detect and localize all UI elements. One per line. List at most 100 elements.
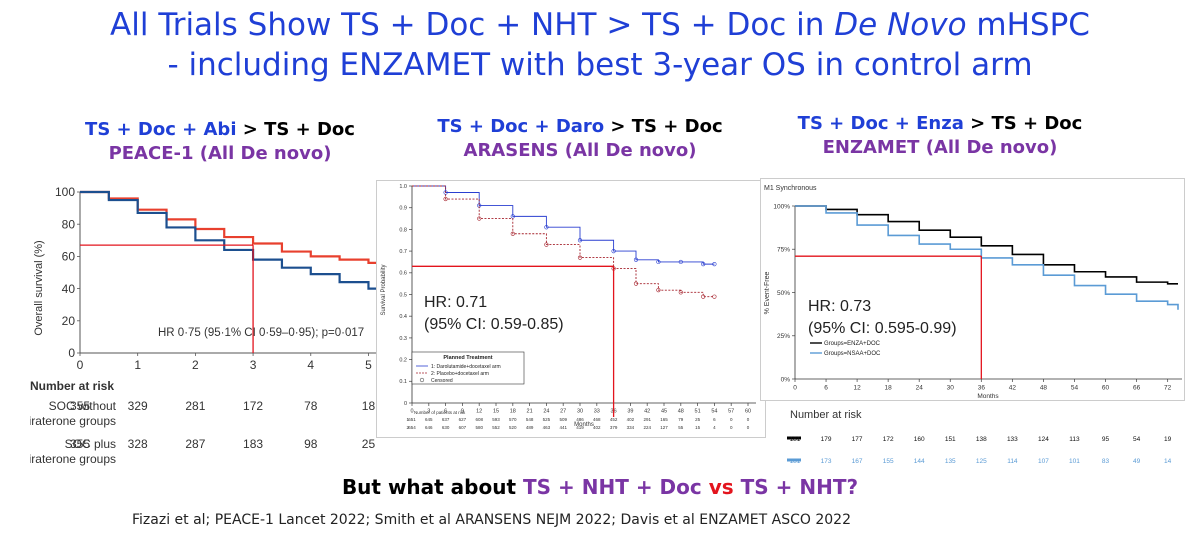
peace-1-ytick-label: 60	[62, 250, 76, 264]
peace1-chart: Overall survival (%) 0 20 40 60 80 100 0 1 2 3 4 5…	[30, 185, 382, 466]
arasens-risk-value: 509	[559, 417, 567, 422]
peace-1-risk-label: SOC without	[49, 399, 117, 413]
peace1-risk-title: Number at risk	[30, 379, 114, 393]
peace1-annotation: HR 0·75 (95·1% CI 0·59–0·95); p=0·017	[158, 327, 364, 339]
arasens-risk-value: 127	[660, 425, 668, 430]
enzamet-xtick-label: 72	[1164, 385, 1172, 392]
arasens-risk-value: 0	[747, 417, 750, 422]
enzamet-legend-1: Groups=ENZA+DOC	[824, 341, 881, 347]
closing-question: But what about TS + NHT + Doc vs TS + NH…	[0, 475, 1200, 499]
enzamet-risk-value: 135	[945, 458, 956, 465]
arasens-risk-value: 15	[695, 425, 701, 430]
enzamet-xtick-label: 54	[1071, 385, 1079, 392]
enzamet-ytick-label: 75%	[777, 247, 790, 254]
question-prefix: But what about	[341, 475, 523, 499]
arasens-censor-point	[633, 257, 639, 262]
arasens-risk-value: 468	[593, 417, 601, 422]
arasens-risk-value: 441	[559, 425, 567, 430]
arasens-ylabel: Survival Probability	[381, 264, 387, 315]
enzamet-xtick-label: 24	[916, 385, 924, 392]
arasens-censor-point	[577, 255, 583, 260]
arasens-risk-value: 165	[660, 417, 668, 422]
panel-1-heading-sep: >	[236, 119, 265, 140]
arasens-censor-point	[678, 259, 683, 265]
panel-2-heading-black: TS + Doc	[631, 116, 723, 137]
arasens-censor-point	[443, 196, 448, 202]
arasens-risk-value: 525	[543, 417, 551, 422]
arasens-risk-value: 6	[713, 417, 716, 422]
arasens-xtick-label: 18	[510, 409, 516, 415]
arasens-censor-point	[510, 231, 515, 236]
arasens-risk-value: 646	[425, 425, 433, 430]
arasens-xtick-label: 6	[444, 409, 447, 415]
arasens-xtick-label: 12	[476, 409, 482, 415]
enzamet-risk-value: 151	[945, 436, 956, 443]
enzamet-risk-value: 14	[1164, 458, 1172, 465]
enzamet-frame	[760, 178, 1185, 401]
enzamet-risk-value: 181	[790, 436, 801, 443]
enzamet-risk-value: 173	[821, 458, 832, 465]
peace-1-xtick-label: 1	[134, 358, 141, 372]
panel-3-heading: TS + Doc + Enza > TS + Doc	[740, 112, 1140, 136]
arasens-xtick-label: 24	[543, 409, 549, 415]
arasens-ytick-label: 0.1	[399, 379, 407, 385]
arasens-risk-value: 645	[425, 417, 433, 422]
enzamet-risk-value: 113	[1069, 436, 1080, 443]
enzamet-xtick-label: 60	[1102, 385, 1110, 392]
enzamet-risk-value: 49	[1133, 458, 1141, 465]
panel-2-heading-sep: >	[604, 116, 632, 137]
enzamet-risk-value: 155	[883, 458, 894, 465]
enzamet-risk-value: 133	[1007, 436, 1018, 443]
arasens-censor-point	[678, 290, 683, 295]
enzamet-ylabel: % Event-Free	[764, 271, 771, 314]
question-arm-a: TS + NHT + Doc	[523, 475, 702, 499]
peace-1-risk-label-2: abiraterone groups	[30, 452, 116, 466]
peace-1-ytick-label: 80	[62, 217, 76, 231]
arasens-risk-value: 402	[593, 425, 601, 430]
enzamet-risk-value: 54	[1133, 436, 1141, 443]
peace-1-ytick-label: 100	[55, 185, 75, 199]
arasens-risk-label: 2	[406, 425, 409, 430]
peace-1-risk-label-2: abiraterone groups	[30, 414, 116, 428]
enzamet-risk-value: 167	[852, 458, 863, 465]
arasens-xtick-label: 27	[560, 409, 566, 415]
peace-1-risk-label: SOC plus	[65, 437, 116, 451]
question-vs: vs	[701, 475, 741, 499]
arasens-risk-value: 552	[492, 425, 500, 430]
arasens-risk-value: 25	[695, 417, 701, 422]
peace-1-risk-value: 18	[362, 399, 376, 413]
enzamet-xtick-label: 6	[824, 385, 828, 392]
enzamet-ytick-label: 50%	[777, 290, 790, 297]
enzamet-legend: Groups=ENZA+DOC Groups=NSAA+DOC	[810, 341, 881, 357]
enzamet-risk-value: 160	[914, 436, 925, 443]
arasens-censor-point	[611, 248, 616, 254]
arasens-xtick-label: 54	[711, 409, 717, 415]
peace-1-ytick-label: 40	[62, 282, 76, 296]
arasens-censor-point	[712, 262, 717, 267]
arasens-risk-value: 334	[627, 425, 635, 430]
peace-1-risk-value: 78	[304, 399, 318, 413]
arasens-risk-value: 580	[475, 425, 483, 430]
peace-1-risk-value: 355	[70, 399, 90, 413]
arasens-risk-value: 637	[442, 417, 450, 422]
enzamet-risk-title: Number at risk	[790, 409, 862, 421]
panel-3-subtitle: ENZAMET (All De novo)	[822, 137, 1058, 158]
panel-2-heading-blue: TS + Doc + Daro	[437, 116, 605, 137]
enzamet-xtick-label: 36	[978, 385, 986, 392]
slide-title-line-2: - including ENZAMET with best 3-year OS …	[167, 47, 1033, 83]
peace-1-risk-value: 25	[362, 437, 376, 451]
arasens-censor-point	[656, 259, 661, 265]
arasens-legend-1: 1: Darolutamide+docetaxel arm	[431, 364, 501, 370]
arasens-risk-value: 520	[509, 425, 517, 430]
peace-1-ytick-label: 20	[62, 314, 76, 328]
enzamet-ci: (95% CI: 0.595-0.99)	[808, 320, 957, 337]
arasens-risk-value: 452	[610, 417, 618, 422]
arasens-censor-point	[701, 294, 706, 299]
enzamet-xtick-label: 18	[885, 385, 893, 392]
enzamet-ytick-label: 0%	[781, 376, 791, 383]
title-prefix: All Trials Show TS + Doc + NHT > TS + Do…	[110, 7, 835, 43]
arasens-xtick-label: 48	[678, 409, 684, 415]
arasens-xtick-label: 45	[661, 409, 667, 415]
arasens-ytick-label: 0.6	[399, 271, 407, 277]
enzamet-risk-value: 19	[1164, 436, 1172, 443]
